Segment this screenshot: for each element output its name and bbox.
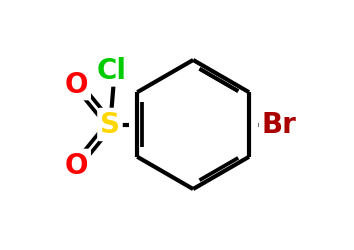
Text: Br: Br bbox=[261, 111, 296, 139]
Text: O: O bbox=[65, 70, 88, 98]
Text: S: S bbox=[100, 111, 120, 139]
Text: O: O bbox=[65, 152, 88, 180]
Text: Cl: Cl bbox=[96, 57, 126, 84]
